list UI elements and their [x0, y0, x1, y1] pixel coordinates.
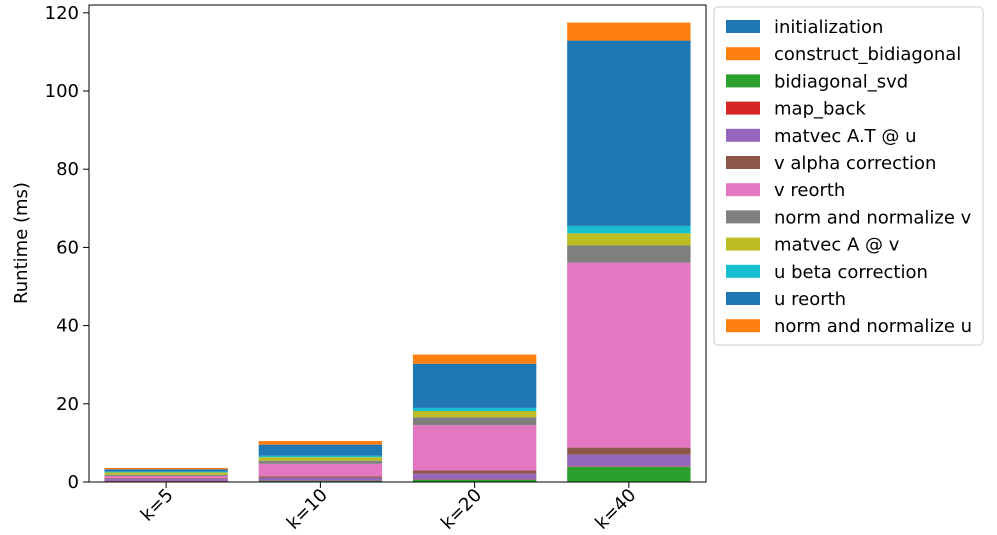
bar-segment-k20-10: [412, 363, 537, 408]
legend-swatch: [726, 319, 760, 333]
legend-label: initialization: [774, 17, 883, 38]
y-tick-label: 60: [56, 237, 79, 258]
x-tick-label: k=40: [591, 485, 640, 534]
y-tick-label: 40: [56, 316, 79, 337]
y-tick-label: 120: [45, 3, 79, 24]
legend-label: bidiagonal_svd: [774, 71, 908, 92]
legend-label: map_back: [774, 99, 866, 120]
legend-swatch: [726, 74, 760, 88]
bar-segment-k20-2: [412, 479, 537, 482]
bar-segment-k5-8: [104, 472, 228, 475]
x-tick-label: k=20: [437, 485, 486, 534]
bar-segment-k40-5: [567, 447, 691, 455]
legend-swatch: [726, 210, 760, 224]
legend-label: v alpha correction: [774, 153, 936, 174]
legend-swatch: [726, 237, 760, 251]
legend-swatch: [726, 128, 760, 142]
legend: initialization construct_bidiagonalbidiag…: [713, 6, 984, 346]
bar-segment-k40-6: [567, 262, 691, 448]
axes-frame: [88, 4, 707, 483]
bar-segment-k10-4: [258, 477, 383, 481]
y-tick-label: 100: [45, 81, 79, 102]
bar-segment-k10-7: [258, 460, 383, 464]
bar-segment-k40-8: [567, 233, 691, 246]
legend-swatch: [726, 264, 760, 278]
plot-area: [104, 22, 691, 483]
legend-swatch: [726, 292, 760, 305]
bar-segment-k40-11: [567, 22, 691, 41]
bar-segment-k10-10: [258, 444, 383, 456]
bar-segment-k20-8: [412, 411, 537, 418]
legend-label: construct_bidiagonal: [774, 44, 961, 65]
y-tick-label: 20: [56, 394, 79, 415]
legend-label: u reorth: [774, 289, 846, 310]
legend-label: v reorth: [774, 180, 845, 201]
bar-segment-k20-9: [412, 407, 537, 412]
legend-swatch: [726, 20, 760, 33]
x-tick-label: k=10: [283, 485, 332, 534]
bar-segment-k5-7: [104, 474, 228, 476]
bar-segment-k20-7: [412, 417, 537, 426]
y-axis-label: Runtime (ms): [11, 182, 32, 304]
y-tick-label: 0: [68, 472, 79, 493]
bar-segment-k40-10: [567, 40, 691, 226]
bar-segment-k20-5: [412, 470, 537, 474]
bar-segment-k10-2: [258, 480, 383, 482]
bar-segment-k40-9: [567, 225, 691, 234]
bar-segment-k10-9: [258, 455, 383, 458]
bar-segment-k40-4: [567, 454, 691, 467]
bar-segment-k5-6: [104, 475, 228, 479]
legend-label: matvec A @ v: [774, 235, 900, 256]
bar-segment-k20-4: [412, 473, 537, 480]
legend-label: matvec A.T @ u: [774, 126, 917, 147]
legend-label: u beta correction: [774, 262, 928, 283]
bar-segment-k5-5: [104, 478, 228, 480]
bar-segment-k5-4: [104, 479, 228, 482]
bar-segment-k10-6: [258, 463, 383, 477]
bar-segment-k40-2: [567, 466, 691, 482]
legend-swatch: [726, 156, 760, 169]
bar-segment-k10-8: [258, 457, 383, 461]
bar-segment-k10-5: [258, 476, 383, 478]
bar-segment-k40-7: [567, 245, 691, 263]
x-tick-label: k=5: [137, 485, 178, 526]
legend-label: norm and normalize v: [774, 207, 972, 228]
bar-segment-k5-11: [104, 467, 228, 470]
bar-segment-k5-9: [104, 471, 228, 473]
legend-label: norm and normalize u: [774, 316, 972, 337]
bar-segment-k5-10: [104, 469, 228, 472]
legend-swatch: [726, 183, 760, 197]
legend-swatch: [726, 101, 760, 115]
bar-segment-k10-11: [258, 440, 383, 445]
bar-segment-k20-6: [412, 425, 537, 471]
bar-segment-k20-11: [412, 354, 537, 364]
legend-box: [713, 6, 984, 346]
legend-swatch: [726, 47, 760, 61]
y-tick-label: 80: [56, 159, 79, 180]
